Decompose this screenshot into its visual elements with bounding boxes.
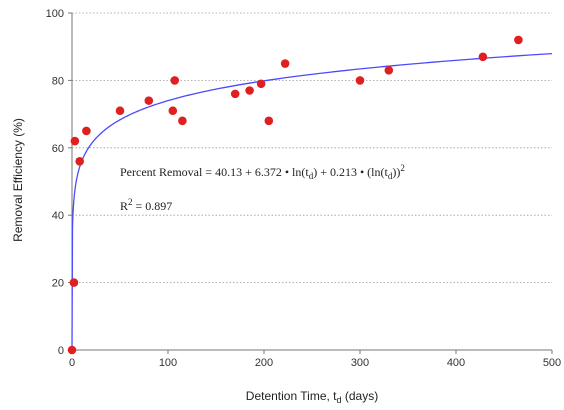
y-tick-labels: 0 20 40 60 80 100 bbox=[46, 8, 64, 357]
grid-lines bbox=[72, 12, 552, 284]
data-point-18 bbox=[514, 35, 523, 45]
y-tick-label-100: 100 bbox=[46, 8, 64, 20]
data-point-5 bbox=[115, 106, 125, 116]
y-tick-label-40: 40 bbox=[52, 210, 64, 222]
data-point-17 bbox=[478, 52, 488, 62]
regression-equation: Percent Removal = 40.13 + 6.372 • ln(td)… bbox=[120, 163, 405, 181]
regression-curve bbox=[71, 52, 553, 351]
x-tick-label-400: 400 bbox=[447, 357, 465, 369]
x-tick-label-0: 0 bbox=[69, 357, 75, 369]
x-tick-label-500: 500 bbox=[543, 357, 561, 369]
r-squared-label: R2 = 0.897 bbox=[120, 197, 172, 213]
data-point-14 bbox=[280, 59, 290, 68]
data-point-7 bbox=[168, 106, 178, 116]
y-tick-label-80: 80 bbox=[52, 75, 64, 87]
data-point-1 bbox=[69, 278, 79, 287]
plot-area bbox=[72, 13, 552, 350]
data-point-4 bbox=[82, 126, 91, 136]
data-point-15 bbox=[355, 76, 365, 85]
data-points bbox=[67, 35, 523, 355]
x-tick-label-200: 200 bbox=[255, 357, 273, 369]
data-point-3 bbox=[75, 156, 84, 166]
data-point-12 bbox=[256, 79, 266, 89]
data-point-11 bbox=[245, 86, 254, 95]
y-tick-label-0: 0 bbox=[58, 345, 64, 357]
data-point-16 bbox=[384, 65, 394, 75]
x-tick-label-100: 100 bbox=[159, 357, 177, 369]
data-point-10 bbox=[230, 89, 240, 99]
data-point-6 bbox=[144, 96, 154, 105]
data-point-2 bbox=[70, 136, 80, 146]
y-tick-label-20: 20 bbox=[52, 278, 64, 290]
y-axis-title: Removal Efficiency (%) bbox=[11, 118, 25, 242]
data-point-8 bbox=[170, 76, 180, 85]
x-tick-labels: 0 100 200 300 400 500 bbox=[69, 357, 561, 369]
data-point-9 bbox=[178, 116, 187, 126]
data-point-0 bbox=[67, 345, 77, 355]
x-tick-label-300: 300 bbox=[351, 357, 369, 369]
y-tick-label-60: 60 bbox=[52, 143, 64, 155]
data-point-13 bbox=[264, 116, 274, 126]
x-axis-title: Detention Time, td (days) bbox=[246, 389, 378, 405]
